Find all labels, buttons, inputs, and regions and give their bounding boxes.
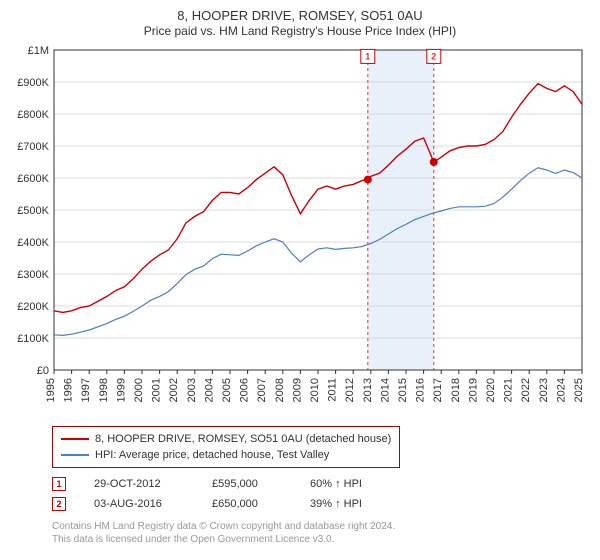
svg-text:£700K: £700K	[17, 141, 49, 153]
svg-text:2003: 2003	[186, 378, 198, 402]
sales-table: 1 29-OCT-2012 £595,000 60% ↑ HPI 2 03-AUG-201…	[52, 474, 588, 514]
legend-label: HPI: Average price, detached house, Test…	[95, 447, 329, 463]
svg-text:2010: 2010	[309, 378, 321, 402]
credit-text: Contains HM Land Registry data © Crown c…	[52, 520, 588, 546]
legend: 8, HOOPER DRIVE, ROMSEY, SO51 0AU (detac…	[52, 426, 400, 468]
svg-text:2: 2	[431, 51, 436, 61]
svg-text:2015: 2015	[397, 378, 409, 402]
legend-swatch	[61, 438, 89, 440]
svg-text:£800K: £800K	[17, 109, 49, 121]
svg-text:1: 1	[365, 51, 370, 61]
sale-row: 2 03-AUG-2016 £650,000 39% ↑ HPI	[52, 494, 588, 514]
svg-text:2022: 2022	[520, 378, 532, 402]
sale-price: £650,000	[212, 494, 282, 514]
svg-text:2005: 2005	[221, 378, 233, 402]
svg-text:£300K: £300K	[17, 269, 49, 281]
sale-date: 03-AUG-2016	[94, 494, 184, 514]
svg-text:1995: 1995	[45, 378, 57, 402]
svg-text:2024: 2024	[555, 378, 567, 402]
svg-text:1998: 1998	[98, 378, 110, 402]
sale-marker-box: 1	[52, 477, 66, 491]
sale-pct: 60% ↑ HPI	[310, 474, 390, 494]
svg-text:2009: 2009	[291, 378, 303, 402]
sale-date: 29-OCT-2012	[94, 474, 184, 494]
svg-text:£0: £0	[37, 365, 49, 377]
svg-text:2023: 2023	[538, 378, 550, 402]
svg-text:2013: 2013	[362, 378, 374, 402]
svg-text:1999: 1999	[115, 378, 127, 402]
legend-label: 8, HOOPER DRIVE, ROMSEY, SO51 0AU (detac…	[95, 431, 391, 447]
svg-text:1997: 1997	[80, 378, 92, 402]
svg-text:2000: 2000	[133, 378, 145, 402]
chart-title: 8, HOOPER DRIVE, ROMSEY, SO51 0AU	[12, 8, 588, 23]
legend-item: HPI: Average price, detached house, Test…	[61, 447, 391, 463]
sale-pct: 39% ↑ HPI	[310, 494, 390, 514]
sale-row: 1 29-OCT-2012 £595,000 60% ↑ HPI	[52, 474, 588, 494]
chart-svg: £0 £100K £200K £300K £400K £500K £600K £700K £80…	[12, 44, 588, 420]
svg-text:£600K: £600K	[17, 173, 49, 185]
svg-text:1996: 1996	[63, 378, 75, 402]
svg-text:2017: 2017	[432, 378, 444, 402]
legend-item: 8, HOOPER DRIVE, ROMSEY, SO51 0AU (detac…	[61, 431, 391, 447]
svg-text:2002: 2002	[168, 378, 180, 402]
credit-line-2: This data is licensed under the Open Gov…	[52, 533, 588, 546]
svg-text:2025: 2025	[573, 378, 585, 402]
line-chart: £0 £100K £200K £300K £400K £500K £600K £700K £80…	[12, 44, 588, 420]
svg-text:2012: 2012	[344, 378, 356, 402]
legend-swatch	[61, 454, 89, 456]
svg-text:£200K: £200K	[17, 301, 49, 313]
chart-container: 8, HOOPER DRIVE, ROMSEY, SO51 0AU Price …	[0, 0, 600, 560]
chart-subtitle: Price paid vs. HM Land Registry's House …	[12, 24, 588, 38]
svg-text:2007: 2007	[256, 378, 268, 402]
svg-text:£500K: £500K	[17, 205, 49, 217]
svg-text:2014: 2014	[379, 378, 391, 402]
svg-text:2018: 2018	[450, 378, 462, 402]
svg-text:2004: 2004	[203, 378, 215, 402]
svg-text:£400K: £400K	[17, 237, 49, 249]
svg-text:2008: 2008	[274, 378, 286, 402]
svg-text:2016: 2016	[415, 378, 427, 402]
svg-text:2006: 2006	[239, 378, 251, 402]
svg-text:2011: 2011	[327, 378, 339, 402]
sale-price: £595,000	[212, 474, 282, 494]
svg-text:2019: 2019	[467, 378, 479, 402]
svg-text:2021: 2021	[503, 378, 515, 402]
credit-line-1: Contains HM Land Registry data © Crown c…	[52, 520, 588, 533]
sale-marker-box: 2	[52, 497, 66, 511]
svg-text:£100K: £100K	[17, 333, 49, 345]
svg-text:2020: 2020	[485, 378, 497, 402]
svg-text:£1M: £1M	[28, 45, 49, 57]
svg-text:£900K: £900K	[17, 77, 49, 89]
svg-text:2001: 2001	[151, 378, 163, 402]
